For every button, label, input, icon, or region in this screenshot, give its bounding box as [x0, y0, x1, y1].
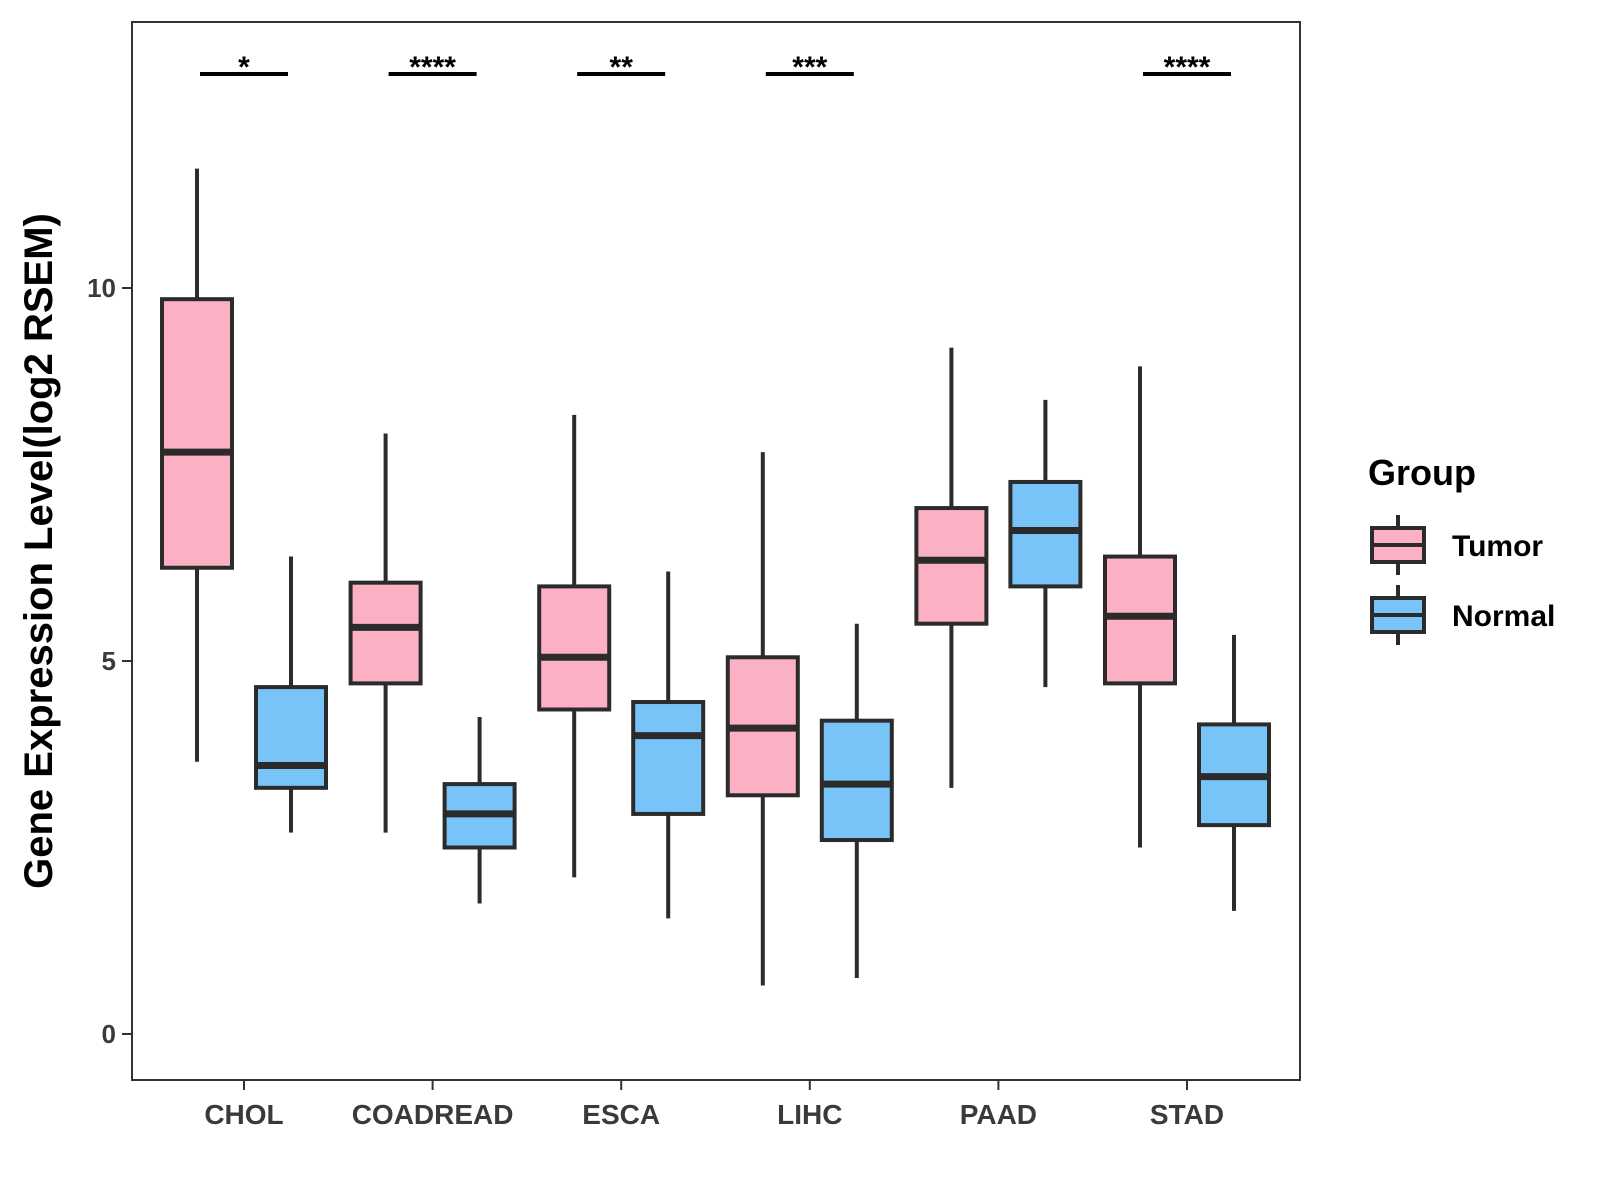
significance-label: **** — [409, 51, 456, 84]
x-tick-label: COADREAD — [352, 1099, 514, 1130]
box-iqr — [537, 584, 612, 712]
box-tumor-coadread — [348, 433, 423, 833]
significance-label: **** — [1164, 51, 1211, 84]
box-normal-coadread — [442, 716, 517, 904]
box-tumor-esca — [537, 414, 612, 878]
x-axis: CHOL COADREAD ESCA LIHC PAAD STAD — [204, 1080, 1224, 1130]
significance-label: *** — [792, 51, 827, 84]
significance-annotations: * **** ** *** **** — [200, 51, 1231, 84]
box-normal-esca — [631, 571, 706, 919]
legend-label: Tumor — [1452, 530, 1543, 563]
box-normal-stad — [1197, 634, 1271, 911]
x-tick-label: PAAD — [960, 1099, 1037, 1130]
box-tumor-paad — [914, 347, 989, 788]
box-iqr — [1103, 554, 1177, 686]
box-iqr — [348, 580, 423, 686]
box-iqr — [254, 685, 328, 790]
box-group — [160, 168, 1271, 986]
x-tick-label: STAD — [1150, 1099, 1224, 1130]
box-tumor-lihc — [725, 452, 800, 986]
legend-title: Group — [1368, 452, 1476, 493]
y-axis-title: Gene Expression Level(log2 RSEM) — [17, 213, 61, 889]
box-iqr — [819, 718, 894, 843]
legend-label: Normal — [1452, 600, 1555, 633]
significance-label: * — [238, 51, 250, 84]
y-tick-label: 10 — [87, 273, 116, 303]
y-tick-label: 5 — [102, 646, 116, 676]
x-tick-label: ESCA — [582, 1099, 660, 1130]
legend: Group Tumor Normal — [1368, 452, 1555, 645]
plot-panel — [131, 21, 1301, 1081]
box-iqr — [1008, 479, 1083, 589]
box-iqr — [631, 700, 706, 816]
box-normal-lihc — [819, 623, 894, 979]
box-tumor-chol — [160, 168, 234, 762]
y-tick-label: 0 — [102, 1019, 116, 1049]
box-normal-paad — [1008, 399, 1083, 688]
box-normal-chol — [254, 556, 328, 833]
x-tick-label: CHOL — [204, 1099, 283, 1130]
box-tumor-stad — [1103, 366, 1177, 848]
legend-entry-tumor: Tumor — [1370, 515, 1543, 575]
box-iqr — [160, 297, 234, 570]
x-tick-label: LIHC — [777, 1099, 842, 1130]
significance-label: ** — [610, 51, 634, 84]
box-iqr — [914, 506, 989, 626]
y-axis: 0 5 10 — [87, 273, 132, 1049]
legend-entry-normal: Normal — [1370, 585, 1555, 645]
